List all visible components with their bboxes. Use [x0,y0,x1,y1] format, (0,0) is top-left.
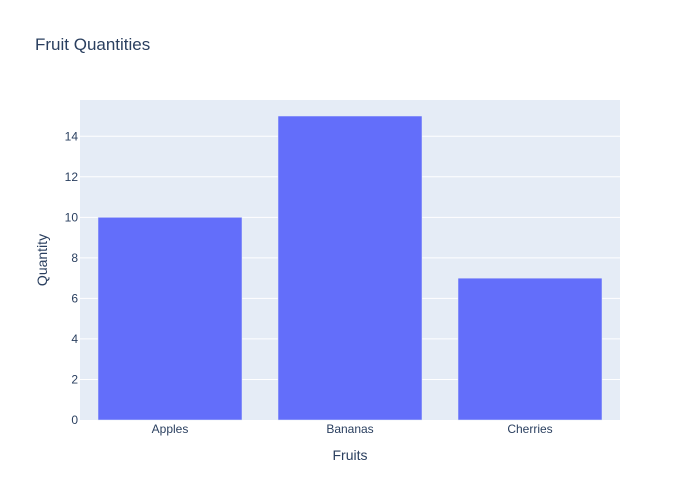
bar-bananas[interactable] [277,115,423,421]
chart-title: Fruit Quantities [35,35,150,54]
y-tick-label: 0 [71,413,78,427]
y-axis-title: Quantity [34,234,50,286]
x-tick-label: Bananas [326,422,373,436]
y-tick-label: 12 [65,170,79,184]
x-axis-ticks: Apples Bananas Cherries [152,422,553,436]
x-tick-label: Apples [152,422,189,436]
y-tick-label: 2 [71,372,78,386]
y-tick-label: 8 [71,251,78,265]
bar-apples[interactable] [97,217,243,421]
y-tick-label: 14 [65,129,79,143]
y-axis-ticks: 0 2 4 6 8 10 12 14 [65,129,79,427]
bars [97,115,603,421]
y-tick-label: 10 [65,210,79,224]
bar-cherries[interactable] [457,277,603,421]
x-axis-title: Fruits [333,447,368,463]
y-tick-label: 4 [71,332,78,346]
y-tick-label: 6 [71,291,78,305]
x-tick-label: Cherries [507,422,552,436]
